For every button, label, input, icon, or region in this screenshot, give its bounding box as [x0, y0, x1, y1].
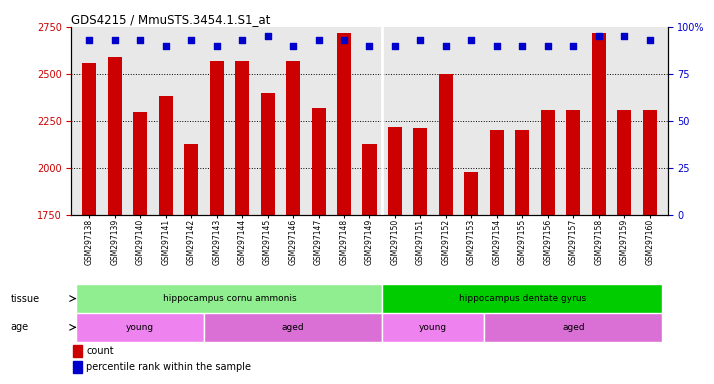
Bar [439, 74, 453, 215]
Point [186, 37, 197, 43]
Bar [464, 172, 478, 215]
Bar [235, 61, 249, 215]
Bar [382, 284, 663, 313]
Bar [490, 130, 504, 215]
Text: aged: aged [562, 323, 585, 332]
Bar [382, 313, 484, 342]
Bar [643, 110, 657, 215]
Text: hippocampus dentate gyrus: hippocampus dentate gyrus [458, 294, 586, 303]
Point [262, 33, 273, 39]
Bar [311, 108, 326, 215]
Point [415, 37, 426, 43]
Point [389, 43, 401, 49]
Point [287, 43, 298, 49]
Bar [261, 93, 275, 215]
Bar [76, 284, 382, 313]
Point [338, 37, 350, 43]
Bar [82, 63, 96, 215]
Bar [516, 130, 529, 215]
Point [593, 33, 605, 39]
Text: percentile rank within the sample: percentile rank within the sample [86, 362, 251, 372]
Point [491, 43, 503, 49]
Bar [108, 57, 121, 215]
Point [84, 37, 95, 43]
Bar [337, 33, 351, 215]
Bar [363, 144, 376, 215]
Bar [286, 61, 300, 215]
Bar [540, 110, 555, 215]
Point [134, 37, 146, 43]
Point [211, 43, 222, 49]
Bar [73, 345, 82, 357]
Bar [210, 61, 223, 215]
Bar [134, 111, 147, 215]
Bar [592, 33, 605, 215]
Text: aged: aged [282, 323, 304, 332]
Point [364, 43, 376, 49]
Point [517, 43, 528, 49]
Point [160, 43, 171, 49]
Bar [159, 96, 173, 215]
Bar [204, 313, 382, 342]
Point [568, 43, 579, 49]
Point [542, 43, 553, 49]
Bar [618, 110, 631, 215]
Point [236, 37, 248, 43]
Text: young: young [126, 323, 154, 332]
Bar [73, 361, 82, 373]
Bar [184, 144, 198, 215]
Text: GDS4215 / MmuSTS.3454.1.S1_at: GDS4215 / MmuSTS.3454.1.S1_at [71, 13, 271, 26]
Text: young: young [419, 323, 447, 332]
Bar [484, 313, 663, 342]
Bar [413, 129, 428, 215]
Text: count: count [86, 346, 114, 356]
Text: hippocampus cornu ammonis: hippocampus cornu ammonis [163, 294, 296, 303]
Point [644, 37, 655, 43]
Point [618, 33, 630, 39]
Bar [388, 127, 402, 215]
Text: age: age [11, 322, 29, 333]
Point [466, 37, 477, 43]
Bar [566, 110, 580, 215]
Point [441, 43, 452, 49]
Text: tissue: tissue [11, 293, 40, 304]
Bar [76, 313, 204, 342]
Point [109, 37, 121, 43]
Point [313, 37, 324, 43]
